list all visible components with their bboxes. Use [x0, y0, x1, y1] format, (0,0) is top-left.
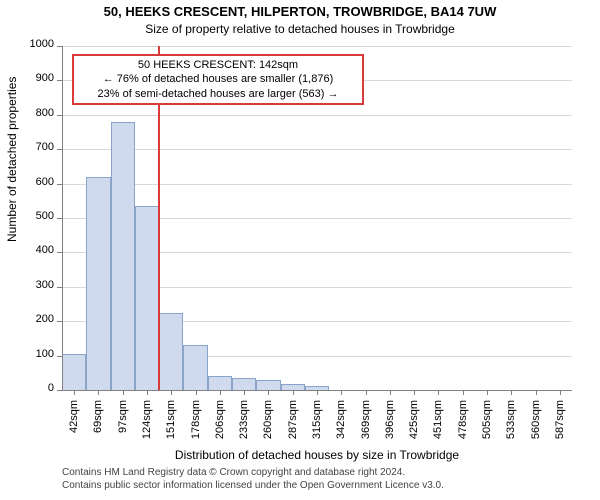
histogram-bar: [62, 354, 86, 390]
x-tick-label: 505sqm: [481, 400, 493, 450]
annotation-line-2: ← 76% of detached houses are smaller (1,…: [80, 72, 356, 86]
x-tick-label: 315sqm: [311, 400, 323, 450]
x-tick-label: 369sqm: [360, 400, 372, 450]
x-tick-label: 587sqm: [554, 400, 566, 450]
histogram-bar: [256, 380, 280, 390]
histogram-bar: [232, 378, 256, 390]
x-tick-label: 151sqm: [165, 400, 177, 450]
gridline: [62, 149, 572, 150]
y-tick-label: 100: [6, 348, 54, 360]
histogram-bar: [159, 313, 183, 390]
annotation-box: 50 HEEKS CRESCENT: 142sqm ← 76% of detac…: [72, 54, 364, 105]
y-tick-label: 400: [6, 244, 54, 256]
annotation-line-1: 50 HEEKS CRESCENT: 142sqm: [80, 58, 356, 72]
x-tick-label: 451sqm: [432, 400, 444, 450]
gridline: [62, 184, 572, 185]
x-tick-label: 233sqm: [238, 400, 250, 450]
annotation-line-3: 23% of semi-detached houses are larger (…: [80, 87, 356, 101]
x-tick-label: 124sqm: [141, 400, 153, 450]
gridline: [62, 46, 572, 47]
x-tick-label: 42sqm: [68, 400, 80, 450]
y-tick-label: 300: [6, 279, 54, 291]
x-tick-label: 206sqm: [214, 400, 226, 450]
gridline: [62, 115, 572, 116]
footer-line-1: Contains HM Land Registry data © Crown c…: [62, 466, 444, 479]
x-tick-label: 69sqm: [92, 400, 104, 450]
x-tick-label: 425sqm: [408, 400, 420, 450]
left-axis: [62, 46, 63, 390]
x-tick-label: 287sqm: [287, 400, 299, 450]
histogram-bar: [111, 122, 135, 390]
chart-title-line2: Size of property relative to detached ho…: [0, 22, 600, 36]
y-axis-label: Number of detached properties: [5, 202, 19, 242]
x-axis-label: Distribution of detached houses by size …: [62, 448, 572, 462]
histogram-bar: [208, 376, 232, 390]
histogram-bar: [183, 345, 207, 390]
histogram-bar: [135, 206, 159, 390]
y-tick-label: 200: [6, 313, 54, 325]
x-tick-label: 533sqm: [505, 400, 517, 450]
y-tick-label: 1000: [6, 38, 54, 50]
x-tick-label: 342sqm: [335, 400, 347, 450]
histogram-bar: [86, 177, 110, 390]
footer-line-2: Contains public sector information licen…: [62, 479, 444, 492]
chart-title-line1: 50, HEEKS CRESCENT, HILPERTON, TROWBRIDG…: [0, 4, 600, 19]
x-tick-label: 260sqm: [262, 400, 274, 450]
x-tick-label: 560sqm: [530, 400, 542, 450]
x-tick-label: 178sqm: [190, 400, 202, 450]
x-tick-label: 478sqm: [457, 400, 469, 450]
y-tick-label: 0: [6, 382, 54, 394]
bottom-axis: [62, 390, 572, 391]
x-tick-label: 396sqm: [384, 400, 396, 450]
footer-attribution: Contains HM Land Registry data © Crown c…: [62, 466, 444, 492]
x-tick-label: 97sqm: [117, 400, 129, 450]
